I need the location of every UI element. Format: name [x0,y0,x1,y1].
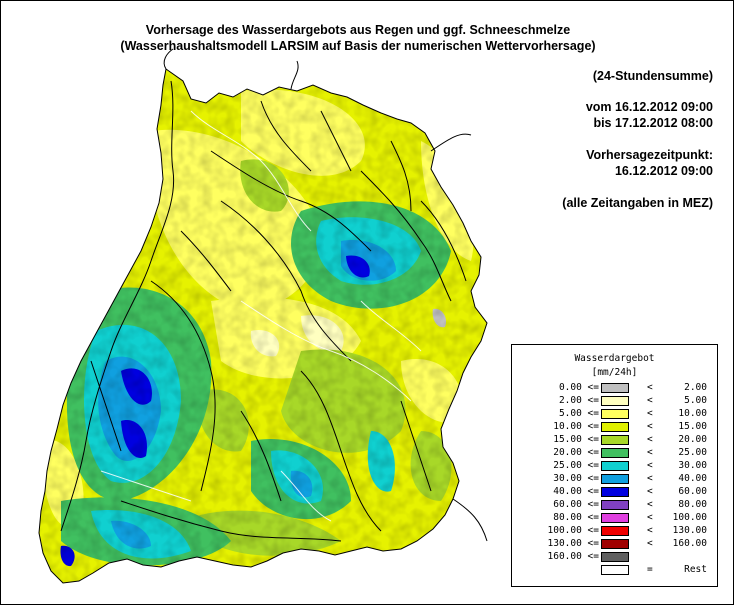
legend-row: 10.00 <= <15.00 [512,420,717,433]
legend-operator: < [647,395,653,406]
legend-lower-bound: 80.00 <= [553,512,599,523]
legend-swatch [601,422,629,432]
legend-lower-bound: 30.00 <= [553,473,599,484]
river-network [60,80,467,542]
legend-swatch [601,461,629,471]
legend-row: = Rest [512,563,717,576]
legend-operator: < [647,512,653,523]
legend-upper-bound: 20.00 [678,434,707,445]
period-to: bis 17.12.2012 08:00 [593,116,713,130]
border-rivers [163,48,488,542]
legend-row: 60.00 <= <80.00 [512,498,717,511]
forecast-label: Vorhersagezeitpunkt: [586,148,713,162]
catchment-boundaries [100,110,422,522]
legend-operator: < [647,486,653,497]
legend-operator: < [647,473,653,484]
legend-lower-bound: 130.00 <= [547,538,599,549]
forecast-time: 16.12.2012 09:00 [614,164,713,178]
legend-swatch [601,513,629,523]
legend-swatch [601,435,629,445]
legend-lower-bound: 60.00 <= [553,499,599,510]
legend-upper-bound: 60.00 [678,486,707,497]
legend-lower-bound: 15.00 <= [553,434,599,445]
legend-lower-bound: 25.00 <= [553,460,599,471]
legend-title: Wasserdargebot [574,353,655,364]
legend-swatch [601,539,629,549]
legend-upper-bound: 2.00 [684,382,707,393]
legend-lower-bound: 160.00 <= [547,551,599,562]
legend-swatch [601,448,629,458]
legend-operator: < [647,382,653,393]
legend-operator: < [647,538,653,549]
legend-upper-bound: Rest [684,564,707,575]
legend-row: 20.00 <= <25.00 [512,446,717,459]
legend-upper-bound: 10.00 [678,408,707,419]
legend-row: 100.00 <= <130.00 [512,524,717,537]
legend-swatch [601,552,629,562]
legend-swatch [601,383,629,393]
legend-row: 80.00 <= <100.00 [512,511,717,524]
legend-row: 30.00 <= <40.00 [512,472,717,485]
legend-operator: < [647,447,653,458]
legend-lower-bound: 2.00 <= [558,395,599,406]
legend-lower-bound: 10.00 <= [553,421,599,432]
legend-row: 160.00 <= [512,550,717,563]
legend-lower-bound: 40.00 <= [553,486,599,497]
period-sum: (24-Stundensumme) [592,69,713,83]
legend-swatch [601,474,629,484]
legend-row: 5.00 <= <10.00 [512,407,717,420]
period-from: vom 16.12.2012 09:00 [585,100,713,114]
legend-upper-bound: 80.00 [678,499,707,510]
map-title-line2: (Wasserhaushaltsmodell LARSIM auf Basis … [120,39,596,53]
legend-lower-bound: 20.00 <= [553,447,599,458]
legend-swatch [601,396,629,406]
legend-upper-bound: 30.00 [678,460,707,471]
legend-operator: < [647,460,653,471]
legend-operator: = [647,564,653,575]
legend-row: 40.00 <= <60.00 [512,485,717,498]
legend-operator: < [647,421,653,432]
legend-row: 25.00 <= <30.00 [512,459,717,472]
legend: Wasserdargebot [mm/24h] 0.00 <= <2.00 2.00… [511,344,718,587]
legend-upper-bound: 160.00 [672,538,707,549]
legend-upper-bound: 100.00 [672,512,707,523]
legend-unit: [mm/24h] [591,367,638,378]
legend-lower-bound: 100.00 <= [547,525,599,536]
legend-lower-bound: 0.00 <= [558,382,599,393]
legend-upper-bound: 15.00 [678,421,707,432]
legend-swatch [601,487,629,497]
legend-lower-bound: 5.00 <= [558,408,599,419]
legend-upper-bound: 5.00 [684,395,707,406]
legend-upper-bound: 130.00 [672,525,707,536]
legend-swatch [601,565,629,575]
legend-swatch [601,409,629,419]
legend-row: 15.00 <= <20.00 [512,433,717,446]
legend-operator: < [647,499,653,510]
legend-swatch [601,526,629,536]
timezone-note: (alle Zeitangaben in MEZ) [562,196,713,210]
legend-row: 2.00 <= <5.00 [512,394,717,407]
legend-upper-bound: 25.00 [678,447,707,458]
legend-swatch [601,500,629,510]
legend-row: 0.00 <= <2.00 [512,381,717,394]
legend-row: 130.00 <= <160.00 [512,537,717,550]
legend-upper-bound: 40.00 [678,473,707,484]
legend-operator: < [647,408,653,419]
map-title-line1: Vorhersage des Wasserdargebots aus Regen… [145,23,571,37]
legend-operator: < [647,525,653,536]
legend-operator: < [647,434,653,445]
